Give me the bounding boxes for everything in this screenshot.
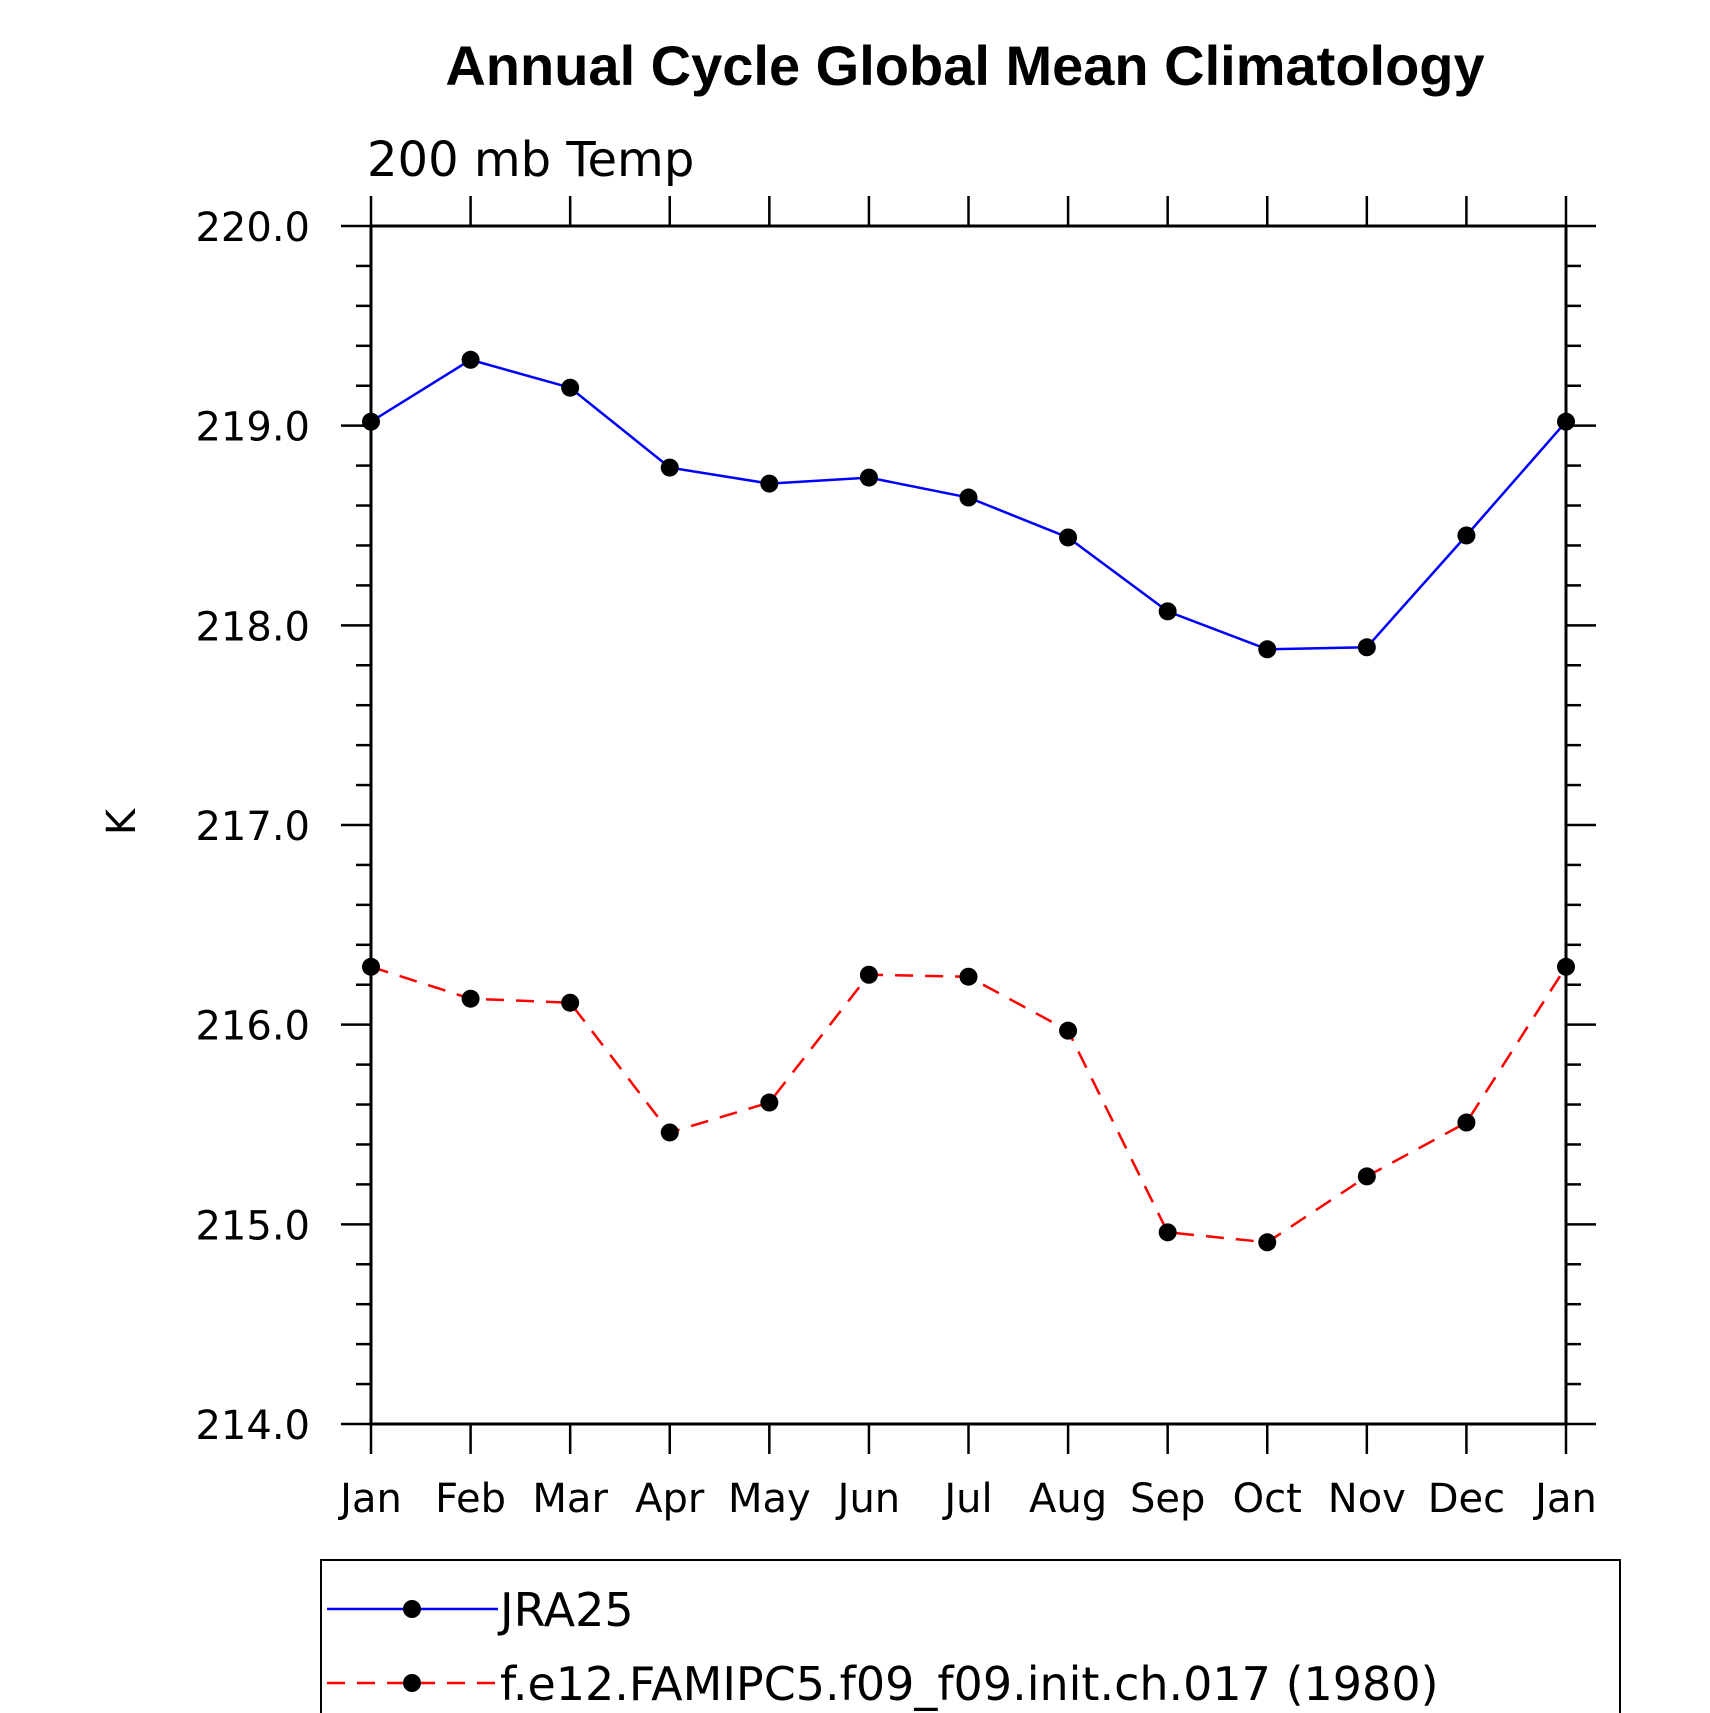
plot-frame <box>369 224 1568 1426</box>
x-tick-label: Jan <box>337 1476 402 1522</box>
data-point <box>1357 1167 1376 1186</box>
data-point <box>1059 528 1078 547</box>
data-point <box>1557 957 1575 976</box>
y-axis: 214.0 215.0 216.0 217.0 218.0 219.0 220.0 <box>195 205 1596 1449</box>
x-tick-label: Mar <box>532 1476 608 1522</box>
x-tick-label: Feb <box>435 1476 506 1522</box>
data-point <box>760 1093 779 1112</box>
x-tick-label: Sep <box>1130 1476 1205 1522</box>
data-point <box>1059 1021 1078 1040</box>
legend-box <box>320 1559 1621 1713</box>
x-tick-label: Aug <box>1029 1476 1107 1522</box>
data-point <box>561 378 580 397</box>
series-layer <box>362 350 1575 1252</box>
y-tick-label: 218.0 <box>195 604 310 650</box>
data-point <box>1457 1113 1476 1132</box>
data-point <box>760 474 779 493</box>
data-point <box>1557 412 1575 431</box>
data-point <box>1258 1233 1277 1252</box>
y-tick-label: 214.0 <box>195 1403 310 1449</box>
y-tick-label: 216.0 <box>195 1004 310 1050</box>
data-point <box>660 1123 679 1142</box>
x-tick-label: Dec <box>1428 1476 1505 1522</box>
legend-label: f.e12.FAMIPC5.f09_f09.init.ch.017 (1980) <box>500 1657 1439 1711</box>
data-point <box>859 468 878 487</box>
series-line-1 <box>370 965 1568 1244</box>
chart-title: Annual Cycle Global Mean Climatology <box>445 34 1484 97</box>
x-tick-label: Jul <box>941 1476 992 1522</box>
data-point <box>461 989 480 1008</box>
x-tick-label: May <box>728 1476 811 1522</box>
legend-label: JRA25 <box>497 1583 634 1637</box>
data-point <box>1158 602 1177 621</box>
legend-marker <box>403 1674 421 1692</box>
data-point <box>1457 526 1476 545</box>
data-point <box>1158 1223 1177 1242</box>
data-point <box>362 412 380 431</box>
y-tick-label: 215.0 <box>195 1203 310 1249</box>
y-tick-label: 220.0 <box>195 205 310 251</box>
y-tick-label: 219.0 <box>195 405 310 451</box>
x-tick-label: Apr <box>635 1476 705 1522</box>
data-point <box>959 967 978 986</box>
x-tick-label: Oct <box>1233 1476 1302 1522</box>
data-point <box>859 965 878 984</box>
legend-marker <box>403 1600 421 1618</box>
data-point <box>461 350 480 369</box>
chart-subtitle: 200 mb Temp <box>367 132 694 188</box>
plot-border <box>369 224 1568 1426</box>
y-tick-label: 217.0 <box>195 804 310 850</box>
legend: JRA25 f.e12.FAMIPC5.f09_f09.init.ch.017 (… <box>320 1559 1621 1713</box>
y-axis-label: K <box>99 807 145 835</box>
x-tick-label: Jan <box>1532 1476 1597 1522</box>
data-point <box>1258 640 1277 659</box>
data-point <box>1357 638 1376 657</box>
x-tick-label: Nov <box>1328 1476 1406 1522</box>
data-point <box>959 488 978 507</box>
data-point <box>660 458 679 477</box>
data-point <box>561 993 580 1012</box>
x-tick-label: Jun <box>835 1476 901 1522</box>
x-axis: Jan Feb Mar Apr May Jun Jul Aug Sep Oct Nov Dec Jan <box>337 196 1597 1522</box>
data-point <box>362 957 380 976</box>
